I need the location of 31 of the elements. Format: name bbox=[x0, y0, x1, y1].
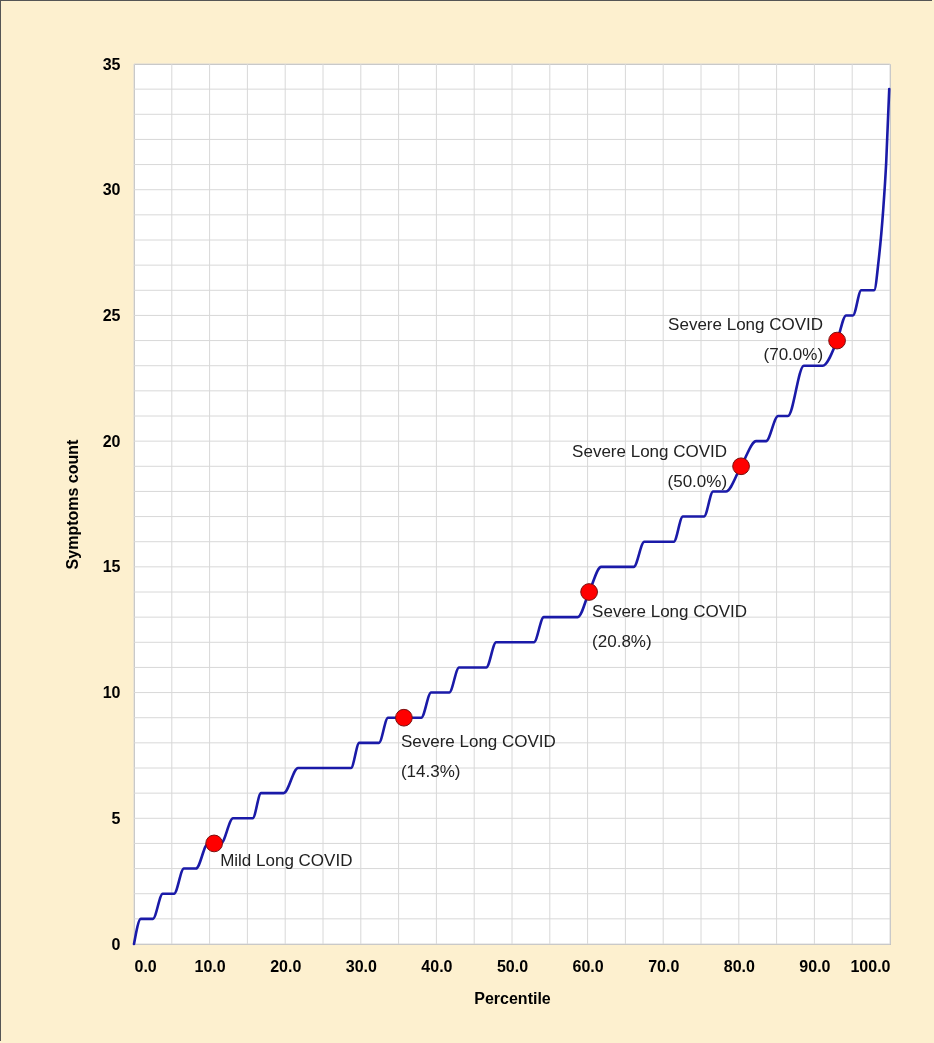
point bbox=[828, 331, 846, 350]
x-tick-label: 70.0 bbox=[648, 957, 680, 975]
y-tick-label: 0 bbox=[111, 935, 121, 953]
annotation: Severe Long COVID (20.8%) bbox=[592, 602, 748, 651]
point bbox=[395, 708, 413, 727]
point bbox=[732, 457, 750, 476]
y-tick-label: 5 bbox=[111, 809, 121, 827]
y-tick-label: 30 bbox=[102, 181, 121, 199]
x-tick-label: 0.0 bbox=[134, 957, 157, 975]
point bbox=[580, 583, 598, 601]
x-tick-label: 100.0 bbox=[850, 957, 891, 975]
annotation: Severe Long COVID (70.0%) bbox=[668, 314, 824, 364]
x-tick-label: 40.0 bbox=[421, 957, 453, 975]
x-tick-label: 10.0 bbox=[194, 957, 226, 975]
y-tick-label: 10 bbox=[102, 684, 121, 702]
y-tick-label: 25 bbox=[102, 306, 121, 324]
point bbox=[205, 834, 223, 853]
y-tick-label: 15 bbox=[102, 558, 121, 576]
x-axis-title: Percentile bbox=[474, 989, 551, 1007]
annotation: Mild Long COVID bbox=[220, 851, 353, 871]
x-tick-label: 20.0 bbox=[270, 957, 302, 975]
x-tick-label: 60.0 bbox=[572, 957, 604, 975]
annotation: Severe Long COVID (14.3%) bbox=[400, 731, 556, 781]
x-tick-label: 90.0 bbox=[799, 957, 831, 975]
y-tick-label: 35 bbox=[102, 55, 121, 73]
y-axis-title: Symptoms count bbox=[63, 438, 81, 570]
annotation: Severe Long COVID (50.0%) bbox=[572, 442, 728, 492]
x-tick-label: 80.0 bbox=[723, 957, 755, 975]
x-tick-label: 30.0 bbox=[345, 957, 377, 975]
y-tick-label: 20 bbox=[102, 432, 121, 450]
x-tick-label: 50.0 bbox=[496, 957, 529, 975]
